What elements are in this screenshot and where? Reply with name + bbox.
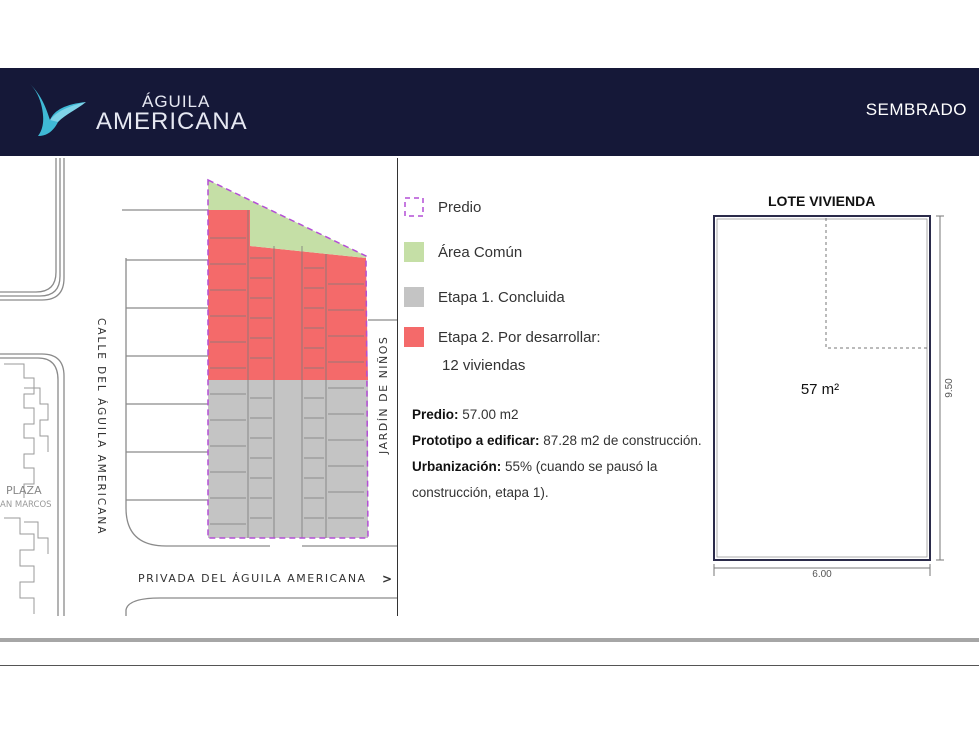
street-arrow: > — [382, 572, 392, 586]
lote-title: LOTE VIVIENDA — [768, 193, 876, 209]
header-bar: ÁGUILA AMERICANA SEMBRADO — [0, 68, 979, 156]
street-lines — [0, 158, 397, 616]
plaza-sub-label: AN MARCOS — [0, 500, 52, 510]
plaza-houses — [4, 363, 49, 614]
legend-area-comun-label: Área Común — [438, 243, 523, 261]
bottom-gray-bar — [0, 638, 979, 642]
street-label-bottom: PRIVADA DEL ÁGUILA AMERICANA — [138, 572, 367, 585]
width-dimension-line — [713, 564, 931, 576]
info-prototipo: Prototipo a edificar: 87.28 m2 de constr… — [412, 433, 702, 448]
street-label-right: JARDÍN DE NIÑOS — [377, 336, 390, 455]
lote-area-label: 57 m² — [801, 381, 839, 398]
legend-area-comun: Área Común — [404, 242, 522, 262]
legend-etapa1: Etapa 1. Concluida — [404, 287, 565, 307]
site-plan-map: CALLE DEL ÁGUILA AMERICANA PRIVADA DEL Á… — [0, 158, 397, 616]
info-block: Predio: 57.00 m2 Prototipo a edificar: 8… — [412, 402, 702, 506]
info-predio: Predio: 57.00 m2 — [412, 407, 519, 422]
logo-text-main: AMERICANA — [96, 108, 248, 135]
legend-predio: Predio — [404, 197, 481, 217]
predio-swatch-icon — [404, 197, 424, 217]
logo-text-top: ÁGUILA — [142, 92, 211, 111]
street-label-left: CALLE DEL ÁGUILA AMERICANA — [95, 318, 108, 535]
legend-etapa2-line2: 12 viviendas — [442, 357, 526, 374]
section-title: SEMBRADO — [865, 100, 967, 119]
vertical-divider — [397, 158, 398, 616]
lote-inner-outline — [716, 218, 928, 558]
eagle-logo-icon — [30, 84, 86, 136]
legend-etapa1-label: Etapa 1. Concluida — [438, 288, 565, 306]
lote-outline — [713, 215, 931, 561]
area-comun-swatch-icon — [404, 242, 424, 262]
etapa1-area — [208, 380, 368, 538]
legend-predio-label: Predio — [438, 198, 482, 216]
legend-etapa2: Etapa 2. Por desarrollar: 12 viviendas — [404, 327, 601, 377]
etapa2-swatch-icon — [404, 327, 424, 347]
height-dimension-label: 9.50 — [944, 378, 955, 398]
lote-dashed-zone — [825, 218, 928, 349]
legend-etapa2-line1: Etapa 2. Por desarrollar: — [438, 329, 601, 346]
width-dimension-label: 6.00 — [812, 569, 832, 580]
bottom-divider — [0, 665, 979, 666]
lot-lines — [210, 210, 364, 538]
height-dimension-line — [936, 215, 944, 561]
info-urbanizacion: Urbanización: 55% (cuando se pausó la co… — [412, 459, 658, 500]
plaza-label: PLAZA — [6, 484, 42, 497]
lote-diagram: 57 m² 9.50 6.00 — [713, 215, 955, 580]
etapa1-swatch-icon — [404, 287, 424, 307]
